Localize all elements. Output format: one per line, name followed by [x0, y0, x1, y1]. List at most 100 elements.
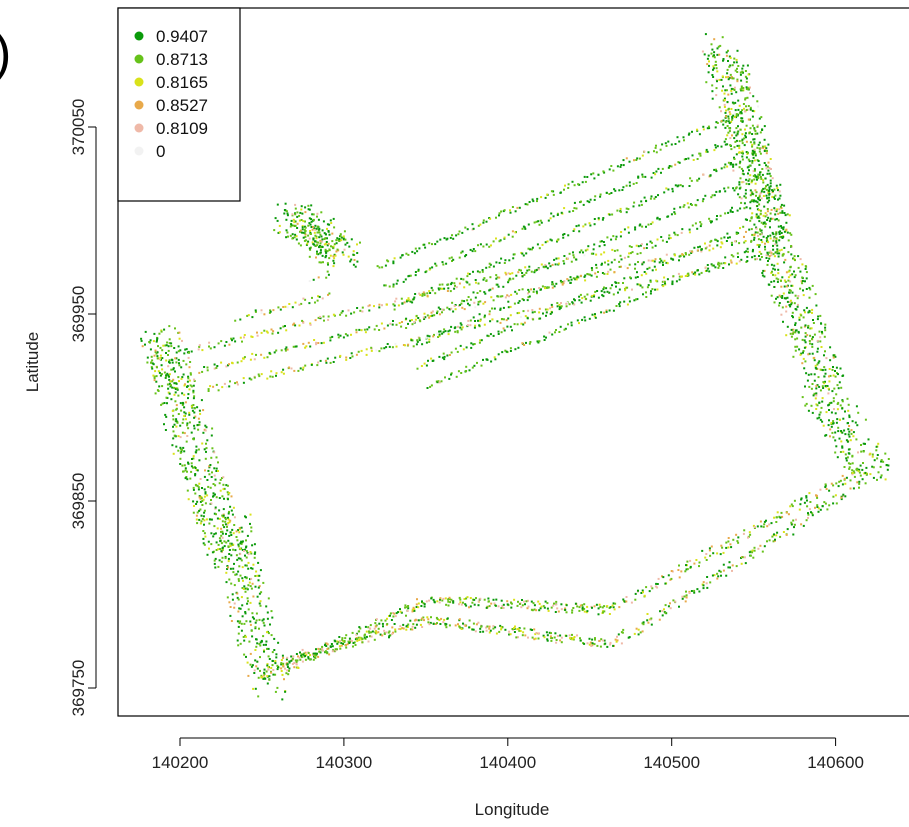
data-point	[657, 577, 660, 580]
data-point	[588, 201, 591, 204]
data-point	[735, 186, 738, 189]
data-point	[767, 143, 770, 146]
data-point	[556, 212, 559, 215]
data-point	[746, 88, 749, 91]
data-point	[526, 269, 529, 272]
data-point	[758, 209, 761, 212]
data-point	[827, 387, 830, 390]
data-point	[534, 637, 537, 640]
data-point	[392, 320, 394, 322]
data-point	[837, 430, 840, 433]
data-point	[485, 220, 488, 223]
data-point	[737, 65, 740, 67]
data-point	[543, 606, 546, 609]
data-point	[749, 86, 751, 89]
data-point	[698, 152, 701, 155]
data-point	[860, 444, 862, 446]
data-point	[317, 241, 319, 244]
data-point	[177, 331, 180, 334]
data-point	[201, 518, 204, 520]
data-point	[488, 262, 491, 265]
data-point	[764, 145, 766, 148]
data-point	[246, 314, 249, 317]
data-point	[203, 448, 206, 451]
data-point	[428, 268, 431, 271]
data-point	[537, 341, 540, 344]
data-point	[507, 233, 510, 236]
data-point	[314, 319, 317, 322]
data-point	[758, 255, 760, 257]
data-point	[378, 350, 381, 353]
data-point	[214, 506, 217, 509]
data-point	[610, 261, 613, 264]
data-point	[650, 259, 653, 262]
data-point	[680, 231, 683, 234]
data-point	[415, 603, 418, 606]
data-point	[430, 597, 433, 600]
data-point	[521, 342, 524, 345]
data-point	[254, 575, 257, 577]
data-point	[824, 484, 827, 487]
data-point	[775, 297, 777, 300]
data-point	[251, 635, 254, 638]
data-point	[801, 282, 804, 285]
data-point	[732, 114, 735, 117]
data-point	[213, 533, 216, 536]
data-point	[627, 208, 630, 211]
data-point	[360, 329, 363, 332]
data-point	[391, 323, 394, 326]
data-point	[522, 310, 525, 313]
data-point	[452, 601, 455, 604]
data-point	[479, 630, 482, 633]
data-point	[727, 117, 730, 120]
data-point	[738, 151, 740, 154]
data-point	[776, 252, 779, 255]
data-point	[740, 117, 743, 120]
data-point	[602, 639, 605, 642]
data-point	[771, 177, 774, 180]
data-point	[457, 370, 460, 373]
data-point	[807, 324, 810, 327]
data-point	[488, 245, 491, 248]
data-point	[413, 608, 416, 611]
data-point	[843, 429, 846, 432]
data-point	[312, 213, 315, 216]
data-point	[683, 158, 686, 161]
data-point	[594, 272, 597, 275]
data-point	[400, 297, 403, 300]
data-point	[250, 587, 253, 590]
data-point	[593, 243, 596, 246]
data-point	[768, 523, 771, 526]
data-point	[790, 335, 793, 338]
data-point	[204, 457, 207, 460]
data-point	[468, 273, 471, 275]
data-point	[317, 342, 320, 344]
data-point	[466, 299, 469, 302]
data-point	[314, 224, 317, 227]
data-point	[767, 260, 769, 262]
data-point	[227, 539, 230, 542]
data-point	[317, 218, 320, 221]
data-point	[546, 639, 549, 642]
data-point	[655, 279, 658, 282]
data-point	[200, 514, 203, 517]
data-point	[314, 652, 317, 655]
data-point	[520, 269, 522, 272]
data-point	[718, 190, 721, 193]
data-point	[243, 356, 246, 359]
data-point	[281, 673, 284, 676]
data-point	[273, 351, 276, 354]
data-point	[740, 562, 743, 565]
data-point	[542, 634, 545, 637]
data-point	[782, 235, 785, 238]
data-point	[761, 550, 764, 553]
data-point	[513, 253, 516, 256]
data-point	[619, 254, 622, 257]
data-point	[314, 234, 317, 237]
data-point	[681, 253, 684, 256]
data-point	[417, 619, 420, 622]
data-point	[178, 331, 181, 334]
data-point	[195, 449, 198, 452]
data-point	[168, 342, 171, 345]
data-point	[869, 473, 872, 476]
